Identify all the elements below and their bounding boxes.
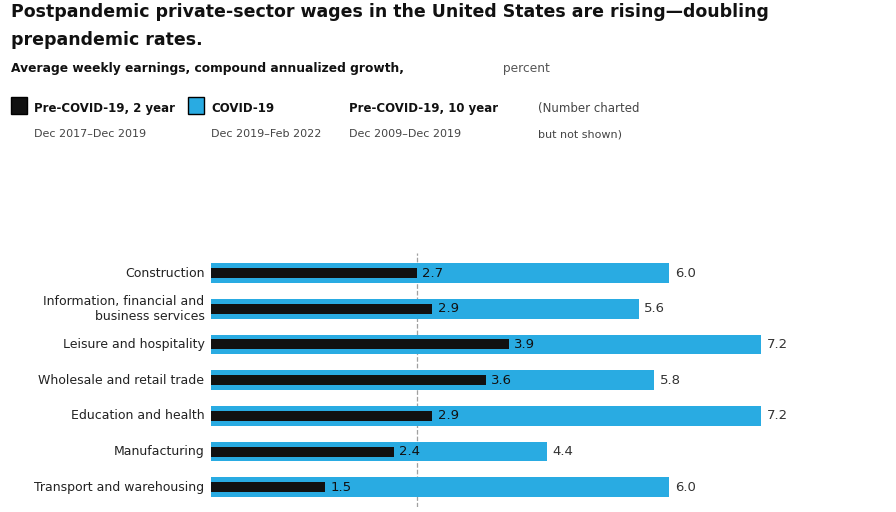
Text: Education and health: Education and health bbox=[71, 410, 204, 422]
Bar bbox=[211, 263, 669, 283]
Text: Average weekly earnings, compound annualized growth,: Average weekly earnings, compound annual… bbox=[11, 62, 404, 75]
Text: 5.6: 5.6 bbox=[644, 302, 665, 315]
Text: 2.7: 2.7 bbox=[422, 267, 444, 280]
Text: Dec 2009–Dec 2019: Dec 2009–Dec 2019 bbox=[349, 129, 461, 139]
Text: prepandemic rates.: prepandemic rates. bbox=[11, 31, 202, 49]
Bar bbox=[211, 375, 486, 385]
Text: Pre-COVID-19, 10 year: Pre-COVID-19, 10 year bbox=[349, 102, 498, 115]
Text: Dec 2017–Dec 2019: Dec 2017–Dec 2019 bbox=[34, 129, 146, 139]
Bar bbox=[211, 339, 509, 350]
Text: Postpandemic private-sector wages in the United States are rising—doubling: Postpandemic private-sector wages in the… bbox=[11, 3, 769, 20]
Bar bbox=[211, 482, 325, 492]
Text: Construction: Construction bbox=[125, 267, 204, 280]
Text: COVID-19: COVID-19 bbox=[211, 102, 274, 115]
Text: 2.9: 2.9 bbox=[438, 302, 459, 315]
Text: Manufacturing: Manufacturing bbox=[114, 445, 204, 458]
Bar bbox=[211, 370, 654, 390]
Text: 2.9: 2.9 bbox=[438, 410, 459, 422]
Text: 4.4: 4.4 bbox=[553, 445, 573, 458]
Text: 3.9: 3.9 bbox=[514, 338, 535, 351]
Text: 6.0: 6.0 bbox=[675, 267, 695, 280]
Bar bbox=[211, 442, 547, 461]
Text: Transport and warehousing: Transport and warehousing bbox=[34, 481, 204, 494]
Text: Information, financial and
business services: Information, financial and business serv… bbox=[43, 295, 204, 323]
Text: but not shown): but not shown) bbox=[538, 129, 622, 139]
Text: 5.8: 5.8 bbox=[659, 374, 681, 387]
Text: 7.2: 7.2 bbox=[767, 338, 788, 351]
Text: percent: percent bbox=[499, 62, 550, 75]
Bar bbox=[211, 268, 417, 278]
Text: Wholesale and retail trade: Wholesale and retail trade bbox=[39, 374, 204, 387]
Text: 2.4: 2.4 bbox=[400, 445, 420, 458]
Bar bbox=[211, 299, 639, 318]
Text: Dec 2019–Feb 2022: Dec 2019–Feb 2022 bbox=[211, 129, 322, 139]
Bar bbox=[211, 406, 762, 425]
Text: 1.5: 1.5 bbox=[331, 481, 352, 494]
Text: 6.0: 6.0 bbox=[675, 481, 695, 494]
Bar bbox=[211, 411, 433, 421]
Bar bbox=[211, 304, 433, 314]
Text: Leisure and hospitality: Leisure and hospitality bbox=[63, 338, 204, 351]
Bar bbox=[211, 477, 669, 497]
Bar bbox=[211, 446, 394, 457]
Text: Pre-COVID-19, 2 year: Pre-COVID-19, 2 year bbox=[34, 102, 175, 115]
Bar bbox=[211, 335, 762, 354]
Text: (Number charted: (Number charted bbox=[538, 102, 639, 115]
Text: 3.6: 3.6 bbox=[491, 374, 513, 387]
Text: 7.2: 7.2 bbox=[767, 410, 788, 422]
